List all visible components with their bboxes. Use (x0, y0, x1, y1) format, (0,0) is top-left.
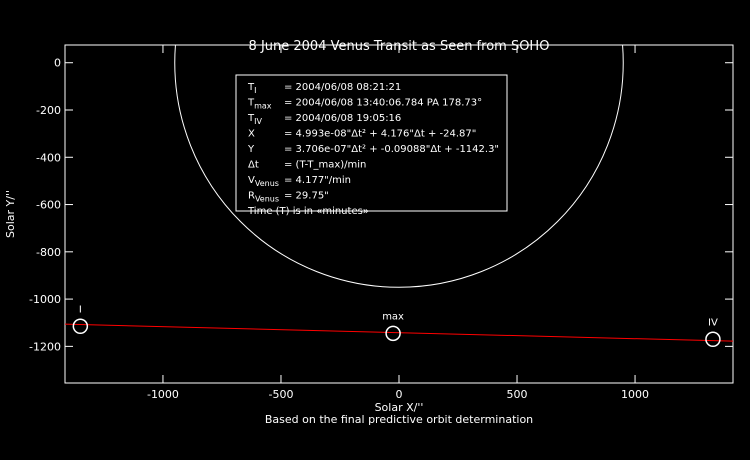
info-subscript: I (254, 86, 256, 95)
y-tick-label: -1200 (29, 340, 61, 353)
info-symbol: RVenus (248, 191, 279, 204)
y-tick-label: -800 (36, 246, 61, 259)
contact-label: IV (708, 317, 718, 328)
info-symbol-text: T (247, 82, 255, 93)
info-value: = 2004/06/08 19:05:16 (284, 113, 401, 124)
contact-label: I (79, 304, 82, 315)
info-symbol: TIV (247, 113, 262, 126)
info-subscript: Venus (255, 195, 279, 204)
plot-area (65, 45, 733, 342)
info-value: = 3.706e-07"Δt² + -0.09088"Δt + -1142.3" (284, 144, 499, 155)
info-symbol-text: Y (247, 144, 255, 155)
info-symbol: VVenus (248, 175, 279, 188)
info-symbol: TI (247, 82, 256, 95)
info-value: = 4.177"/min (284, 175, 351, 186)
x-tick-label: -500 (268, 388, 293, 401)
contact-label: max (382, 311, 404, 322)
info-box (235, 74, 508, 212)
contact-point (72, 318, 89, 335)
venus-path (65, 323, 733, 342)
info-symbol-text: X (248, 129, 255, 140)
info-symbol-text: Δt (248, 160, 259, 171)
x-axis-label: Solar X/'' (375, 401, 424, 414)
y-axis-label: Solar Y/'' (4, 190, 17, 238)
sun-limb (174, 45, 624, 288)
contact-point (385, 325, 401, 342)
info-symbol-text: V (248, 175, 255, 186)
y-tick-label: -1000 (29, 293, 61, 306)
x-tick-label: 500 (507, 388, 528, 401)
y-tick-label: -200 (36, 104, 61, 117)
subtitle: Based on the final predictive orbit dete… (265, 413, 533, 426)
info-subscript: max (254, 102, 272, 111)
x-tick-label: 0 (396, 388, 403, 401)
y-tick-label: 0 (54, 57, 61, 70)
y-tick-label: -400 (36, 151, 61, 164)
y-tick-label: -600 (36, 199, 61, 212)
info-symbol-text: T (247, 98, 255, 109)
info-value: = 4.993e-08"Δt² + 4.176"Δt + -24.87" (284, 129, 476, 140)
info-symbol: Y (247, 144, 255, 155)
info-symbol-text: R (248, 191, 255, 202)
info-symbol: Δt (248, 160, 259, 171)
info-value: = 29.75" (284, 191, 329, 202)
info-value: = 2004/06/08 13:40:06.784 PA 178.73° (284, 98, 482, 109)
x-tick-label: -1000 (147, 388, 179, 401)
info-value: = (T-T_max)/min (284, 160, 366, 171)
contact-point (705, 331, 721, 348)
info-symbol: Time (T) is in «minutes» (247, 206, 369, 217)
info-symbol-text: Time (T) is in «minutes» (247, 206, 369, 217)
info-symbol-text: T (247, 113, 255, 124)
x-tick-label: 1000 (621, 388, 649, 401)
info-value: = 2004/06/08 08:21:21 (284, 82, 401, 93)
info-symbol: Tmax (247, 98, 272, 111)
info-symbol: X (248, 129, 255, 140)
info-subscript: IV (254, 117, 262, 126)
info-subscript: Venus (255, 179, 279, 188)
